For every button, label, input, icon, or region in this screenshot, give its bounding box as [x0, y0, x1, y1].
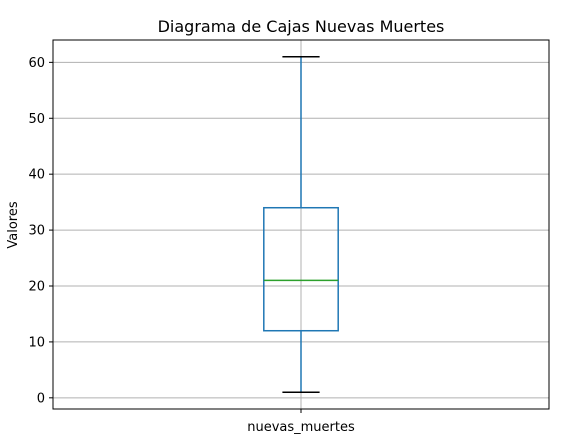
y-tick-label: 60 — [28, 56, 45, 71]
y-tick-label: 0 — [37, 391, 45, 406]
chart-title: Diagrama de Cajas Nuevas Muertes — [158, 17, 445, 36]
y-axis-label: Valores — [6, 201, 21, 248]
y-tick-label: 10 — [28, 335, 45, 350]
plot-area: 0 10 20 30 40 50 60 nuevas_muertes — [28, 40, 549, 435]
y-tick-label: 40 — [28, 168, 45, 183]
y-tick-label: 50 — [28, 112, 45, 127]
x-tick-label: nuevas_muertes — [247, 420, 355, 435]
y-tick-label: 20 — [28, 280, 45, 295]
y-tick-label: 30 — [28, 224, 45, 239]
